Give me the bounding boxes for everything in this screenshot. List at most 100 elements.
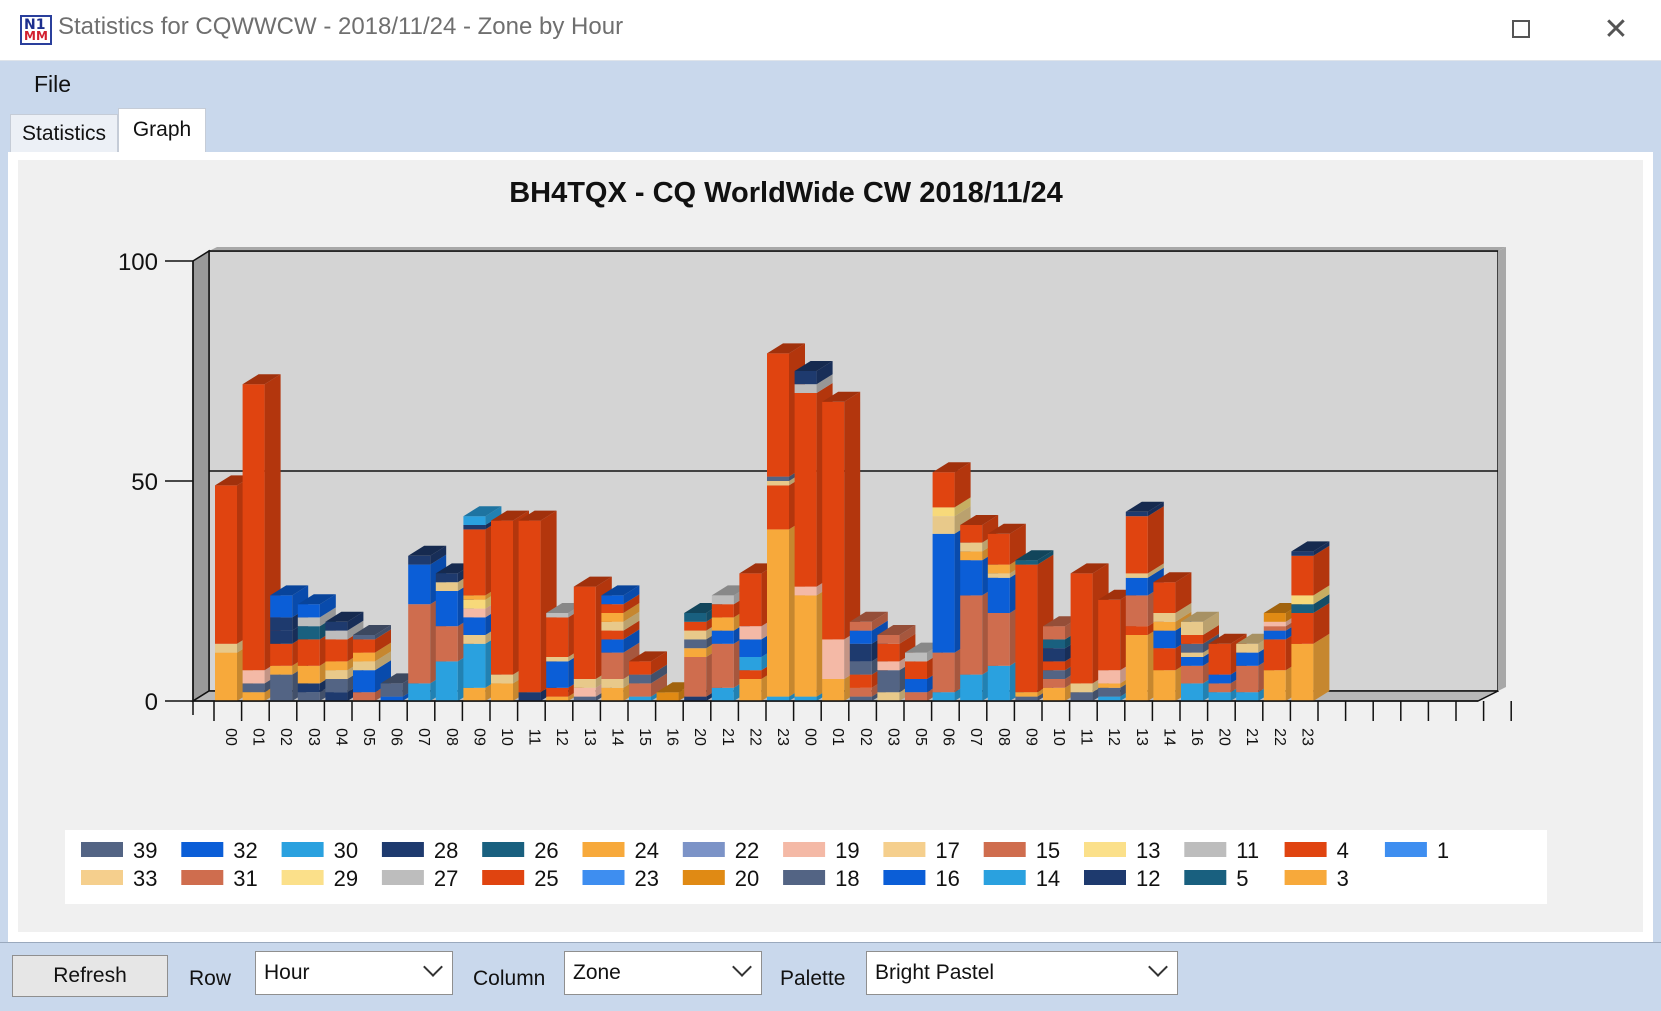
bar-segment-side [623, 585, 640, 605]
bar-segment [1125, 626, 1148, 635]
x-tick-label: 01 [829, 728, 846, 746]
legend-label: 15 [1036, 838, 1060, 863]
bar-top [1291, 541, 1330, 552]
x-tick-label: 04 [332, 728, 349, 746]
row-select[interactable]: Hour [255, 951, 453, 995]
bar-segment [1263, 626, 1286, 631]
maximize-icon[interactable] [1490, 8, 1550, 52]
bar-segment-side [1147, 563, 1164, 578]
chart-top-edge [209, 247, 1506, 251]
bar-segment [1043, 626, 1065, 640]
menu-file[interactable]: File [34, 71, 72, 97]
bar-segment-side [1313, 545, 1330, 596]
x-tick-label: 13 [1133, 728, 1150, 746]
bar-segment [905, 692, 927, 701]
bar-segment [739, 626, 762, 640]
bar-segment [270, 595, 293, 618]
x-tick-label: 03 [884, 728, 901, 746]
bar-segment-side [651, 673, 667, 697]
bar-segment [601, 621, 624, 631]
palette-label: Palette [780, 967, 846, 990]
bar-segment [822, 639, 845, 679]
bar-segment [463, 608, 486, 618]
bar-segment [1015, 696, 1038, 701]
column-select[interactable]: Zone [564, 951, 762, 995]
bar-top [932, 462, 971, 473]
bar-segment [794, 586, 817, 596]
x-tick-label: 23 [774, 728, 791, 746]
bar-segment [960, 595, 983, 675]
bar-segment [1070, 683, 1093, 693]
bar-segment [435, 661, 458, 701]
bar-segment [711, 643, 734, 688]
x-tick-label: 05 [360, 728, 377, 746]
bar-segment [297, 639, 320, 666]
bar-segment [601, 595, 624, 605]
bar-segment [601, 679, 624, 688]
bar-segment [242, 683, 265, 693]
bar-segment [739, 670, 762, 679]
tab-graph[interactable]: Graph [118, 108, 206, 152]
bar-segment [546, 613, 569, 618]
x-tick-label: 00 [802, 728, 819, 746]
bar-segment [684, 696, 707, 701]
bar-segment [767, 353, 789, 477]
tab-statistics[interactable]: Statistics [10, 114, 118, 152]
x-tick-label: 08 [443, 728, 460, 746]
bar-segment [684, 621, 707, 631]
legend-swatch [281, 842, 324, 857]
bar-segment [1181, 635, 1203, 644]
palette-select[interactable]: Bright Pastel [866, 951, 1178, 995]
chevron-down-icon [423, 957, 443, 977]
y-tick-label: 0 [145, 689, 158, 716]
bar-segment [1125, 516, 1148, 574]
bar-segment [1236, 652, 1259, 666]
bar-segment-side [954, 497, 971, 517]
bar-segment [435, 626, 458, 662]
bar-segment [1015, 692, 1038, 697]
legend-swatch [1084, 870, 1126, 885]
column-select-value: Zone [573, 961, 621, 984]
bar-segment [463, 635, 486, 644]
legend-swatch [1384, 842, 1427, 857]
bar-segment [739, 573, 762, 627]
bar-segment [408, 564, 431, 605]
x-tick-label: 16 [664, 728, 681, 746]
legend-swatch [582, 870, 625, 885]
legend-label: 31 [233, 866, 257, 891]
bar-segment [629, 674, 651, 684]
bar-segment [1043, 670, 1065, 679]
refresh-button[interactable]: Refresh [12, 955, 168, 997]
legend-label: 17 [935, 838, 959, 863]
x-tick-label: 07 [967, 728, 984, 746]
title-bar: N1 MM Statistics for CQWWCW - 2018/11/24 … [0, 0, 1661, 61]
legend-label: 12 [1136, 866, 1160, 891]
bar-segment [1181, 665, 1203, 684]
x-tick-label: 02 [277, 728, 294, 746]
x-tick-label: 20 [1216, 728, 1233, 746]
bar-segment [684, 639, 707, 649]
legend-swatch [883, 870, 926, 885]
bar-segment [573, 679, 596, 688]
bar-segment [849, 621, 872, 631]
bar-segment [987, 564, 1010, 574]
bar-segment-side [1175, 603, 1192, 622]
bar-segment-side [375, 651, 391, 671]
bar-top [1015, 550, 1054, 561]
bar-segment [491, 683, 513, 701]
bar-segment [270, 665, 293, 675]
bar-segment-side [319, 607, 336, 627]
close-icon[interactable]: ✕ [1603, 13, 1629, 46]
bar-top [849, 611, 888, 622]
bar-segment [546, 661, 569, 688]
bar-segment [325, 630, 348, 640]
x-tick-label: 21 [1243, 728, 1260, 746]
bar-segment [987, 577, 1010, 613]
column-label: Column [473, 967, 546, 990]
bar-segment-side [982, 515, 999, 543]
legend-swatch [381, 842, 424, 857]
bar-top [353, 625, 391, 635]
bar-segment [822, 679, 845, 701]
bar-segment-side [347, 620, 364, 640]
bar-segment [1125, 577, 1148, 596]
